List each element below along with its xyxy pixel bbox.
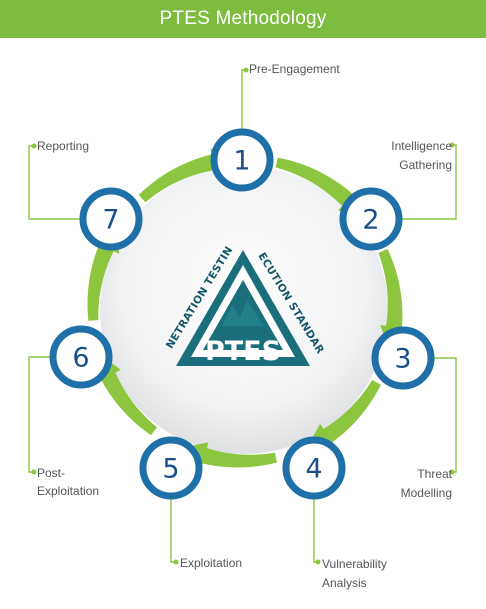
step-label-line: Intelligence [391,139,452,153]
step-ring-7 [79,187,143,251]
leader-line-step-4 [313,496,318,563]
page-title: PTES Methodology [159,8,327,29]
step-label-line: Vulnerability [322,557,387,571]
step-label-line: Reporting [37,139,89,153]
step-number-6: 6 [72,343,89,374]
leader-dot-label-step-1 [243,67,249,73]
logo-mountain [222,300,264,326]
step-node-5: 5 [139,436,203,500]
leader-dot-label-step-7 [31,143,37,149]
step-label-line: Exploitation [180,556,242,570]
step-node-1: 1 [210,128,274,192]
step-label-5: Exploitation [180,556,242,570]
step-label-line: Exploitation [37,484,99,498]
step-number-4: 4 [305,454,322,485]
flow-arrows [87,148,408,470]
leader-line-step-6 [28,356,54,473]
leader-dot-label-step-2 [449,142,455,148]
step-node-6: 6 [49,325,113,389]
step-ring-4 [282,436,346,500]
flow-arrow-1-to-2 [275,157,364,218]
step-label-line: Threat [417,467,452,481]
step-label-line: Modelling [401,486,452,500]
step-label-7: Reporting [37,139,89,153]
step-node-7: 7 [79,187,143,251]
leader-line-step-2 [398,144,457,220]
step-number-1: 1 [233,146,250,177]
leader-dot-label-step-5 [173,559,179,565]
step-node-2: 2 [339,187,403,251]
step-label-6: Post- Exploitation [37,466,99,498]
leader-line-step-7 [28,145,84,220]
step-ring-2 [339,187,403,251]
step-number-2: 2 [362,205,379,236]
flow-arrow-3-to-4 [307,380,381,448]
step-label-3: Threat Modelling [401,467,453,500]
step-ring-6 [49,325,113,389]
step-label-line: Pre-Engagement [249,62,340,76]
leader-dot-label-step-3 [449,469,455,475]
flow-arrow-2-to-3 [378,248,408,350]
leader-dot-label-step-6 [31,469,37,475]
step-ring-1 [210,128,274,192]
flow-arrow-4-to-5 [182,442,277,470]
logo-main-text: PTES [205,336,281,367]
step-node-3: 3 [371,326,435,390]
leader-line-step-3 [430,357,457,473]
flow-arrow-6-to-7 [87,227,120,321]
header-bar: PTES Methodology [0,0,486,38]
step-nodes: 1 2 3 4 5 6 7 [49,128,435,500]
step-ring-3 [371,326,435,390]
step-ring-5 [139,436,203,500]
step-label-2: Intelligence Gathering [391,139,452,172]
step-label-line: Post- [37,466,65,480]
leader-line-step-1 [241,69,246,132]
leader-dot-label-step-4 [315,559,321,565]
step-label-1: Pre-Engagement [249,62,340,76]
step-labels: Pre-Engagement Intelligence Gathering Threa… [37,62,453,590]
step-label-line: Analysis [322,576,367,590]
step-label-4: Vulnerability Analysis [322,557,387,590]
step-number-3: 3 [394,344,411,375]
step-number-5: 5 [162,454,179,485]
flow-arrow-5-to-6 [95,353,157,436]
step-label-line: Gathering [399,158,452,172]
step-number-7: 7 [102,205,119,236]
leader-line-step-5 [170,496,176,563]
step-node-4: 4 [282,436,346,500]
